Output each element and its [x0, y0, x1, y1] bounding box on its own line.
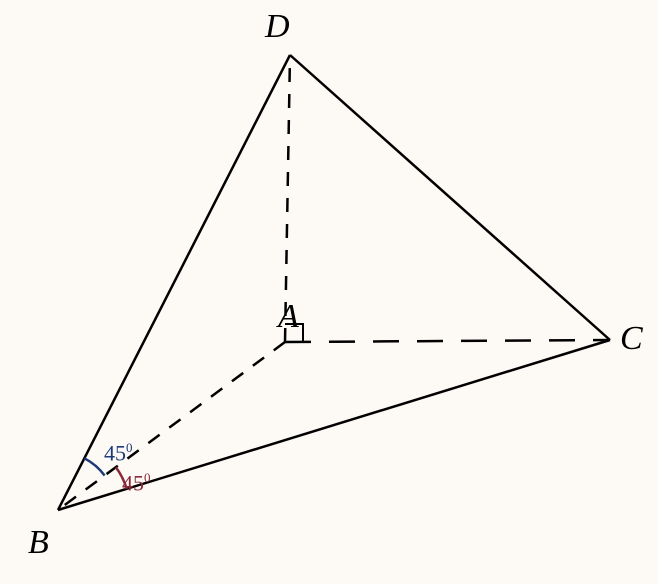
angle-label-ABC: 450 — [122, 470, 151, 496]
vertex-label-B: B — [28, 524, 49, 562]
edge-AC — [285, 340, 610, 342]
vertex-label-D: D — [265, 8, 290, 46]
degree-symbol: 0 — [126, 440, 133, 455]
geometry-diagram: D A C B 450 450 — [0, 0, 658, 584]
angle-label-DBA: 450 — [104, 440, 133, 466]
vertex-label-C: C — [620, 320, 643, 358]
edge-BD — [58, 55, 290, 510]
angle-value-DBA: 45 — [104, 440, 126, 465]
diagram-svg — [0, 0, 658, 584]
angle-value-ABC: 45 — [122, 470, 144, 495]
vertex-label-A: A — [278, 298, 299, 336]
angle-arc-DBA — [84, 458, 104, 475]
edge-AB — [58, 342, 285, 510]
edge-DC — [290, 55, 610, 340]
degree-symbol: 0 — [144, 470, 151, 485]
